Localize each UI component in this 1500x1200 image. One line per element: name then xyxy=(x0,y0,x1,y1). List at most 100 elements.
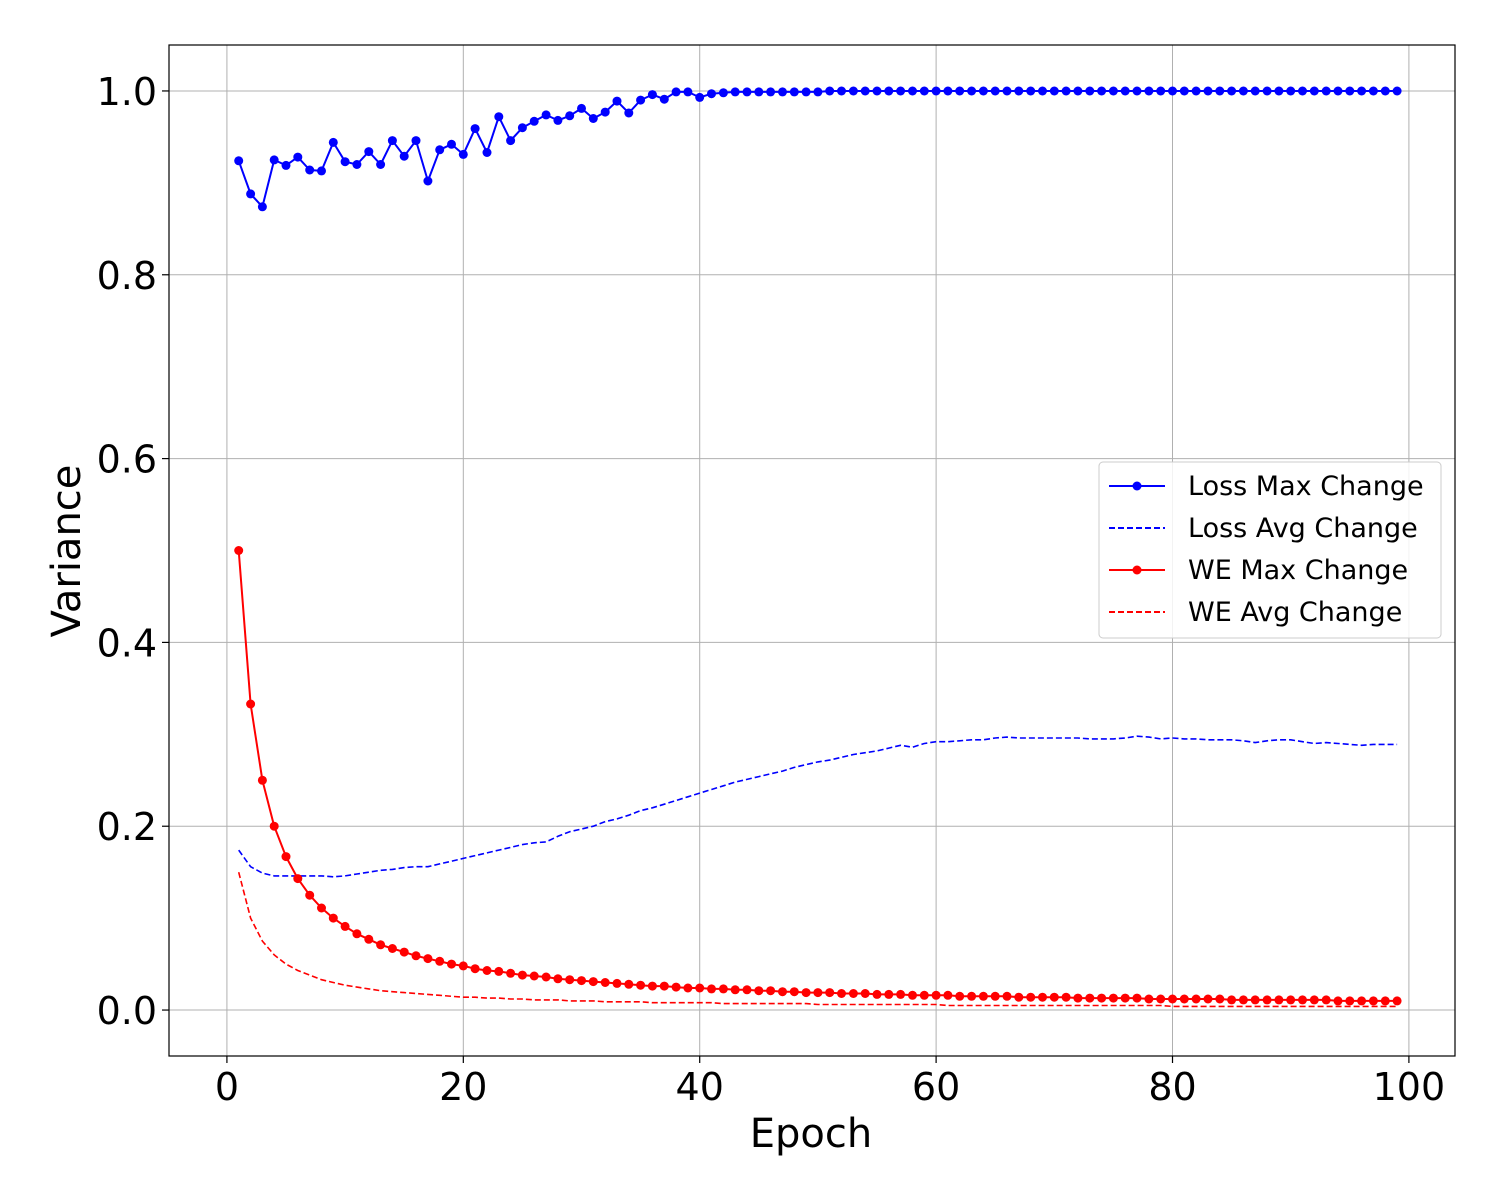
data-point xyxy=(955,86,965,96)
legend-marker xyxy=(1132,481,1142,491)
data-point xyxy=(978,86,988,96)
data-point xyxy=(376,160,386,169)
data-point xyxy=(1085,993,1095,1003)
series-line-we-avg-change xyxy=(237,871,1398,1008)
data-point xyxy=(872,86,882,96)
data-point xyxy=(517,123,527,133)
legend-marker xyxy=(1132,565,1142,575)
data-point xyxy=(482,148,492,157)
data-point xyxy=(1014,992,1024,1002)
data-point xyxy=(1156,994,1166,1004)
data-point xyxy=(423,176,433,186)
data-point xyxy=(269,155,279,165)
data-point xyxy=(1191,994,1201,1004)
data-point xyxy=(1274,995,1284,1005)
data-point xyxy=(919,990,929,1000)
data-point xyxy=(825,86,835,96)
legend-label: WE Max Change xyxy=(1188,555,1408,586)
data-point xyxy=(458,149,468,159)
data-point xyxy=(541,110,551,120)
data-point xyxy=(884,989,894,999)
data-point xyxy=(281,160,291,170)
data-point xyxy=(269,821,279,831)
y-axis-ticks: 0.0 0.2 0.4 0.6 0.8 1.0 xyxy=(97,70,169,1033)
data-point xyxy=(328,137,338,147)
data-point xyxy=(1168,86,1177,96)
data-point xyxy=(1156,86,1166,96)
data-point xyxy=(1250,86,1260,96)
data-point xyxy=(766,87,776,97)
data-point xyxy=(352,929,362,939)
data-point xyxy=(482,966,492,975)
data-point xyxy=(305,165,315,175)
data-point xyxy=(766,986,776,996)
data-point xyxy=(1286,86,1296,96)
data-point xyxy=(896,86,906,96)
data-point xyxy=(470,964,480,974)
data-point xyxy=(340,157,350,167)
data-point xyxy=(967,86,977,96)
data-point xyxy=(1357,86,1367,96)
data-point xyxy=(860,86,870,96)
data-point xyxy=(293,874,303,884)
data-point xyxy=(1227,995,1237,1005)
series-we-avg-change xyxy=(237,871,1398,1008)
data-point xyxy=(612,978,622,988)
data-point xyxy=(813,87,823,97)
data-point xyxy=(1085,86,1095,96)
data-point xyxy=(931,990,941,1000)
data-point xyxy=(1120,86,1130,96)
data-point xyxy=(529,116,539,126)
data-point xyxy=(624,108,634,118)
data-point xyxy=(683,983,693,993)
data-point xyxy=(435,145,445,155)
data-point xyxy=(659,981,669,991)
data-point xyxy=(1144,994,1154,1004)
data-point xyxy=(506,968,516,978)
data-point xyxy=(647,981,657,991)
data-point xyxy=(577,976,586,986)
data-point xyxy=(565,111,575,121)
data-point xyxy=(1132,86,1142,96)
data-point xyxy=(494,966,504,976)
data-point xyxy=(1333,996,1343,1006)
data-point xyxy=(257,775,267,785)
x-tick-label: 60 xyxy=(912,1065,960,1109)
data-point xyxy=(411,951,421,961)
data-point xyxy=(517,970,527,980)
data-point xyxy=(848,86,858,96)
data-point xyxy=(943,86,953,96)
data-point xyxy=(671,87,681,97)
series-line-loss-max-change xyxy=(237,90,1398,208)
data-point xyxy=(317,903,326,913)
data-point xyxy=(1309,86,1319,96)
data-point xyxy=(1368,86,1378,96)
data-point xyxy=(754,87,764,97)
data-point xyxy=(801,87,811,97)
series-loss-avg-change xyxy=(238,735,1398,878)
data-point xyxy=(1321,86,1331,96)
data-point xyxy=(340,921,350,931)
legend-item: WE Max Change xyxy=(1109,555,1408,586)
data-point xyxy=(1061,992,1071,1002)
data-point xyxy=(399,947,409,957)
data-point xyxy=(423,954,433,964)
data-point xyxy=(1026,992,1036,1002)
data-point xyxy=(1049,992,1059,1002)
x-tick-label: 0 xyxy=(215,1065,239,1109)
data-point xyxy=(1073,86,1083,96)
data-point xyxy=(612,96,622,106)
plot-frame xyxy=(168,44,1456,1057)
data-point xyxy=(447,959,456,969)
data-point xyxy=(1345,996,1355,1006)
x-axis-label: Epoch xyxy=(750,1111,872,1157)
y-axis-label: Variance xyxy=(44,465,90,638)
series-line-loss-avg-change xyxy=(238,735,1398,878)
data-point xyxy=(600,107,610,117)
data-point xyxy=(1380,86,1390,96)
data-point xyxy=(1073,993,1083,1003)
data-point xyxy=(978,991,988,1001)
data-point xyxy=(1014,86,1024,96)
data-point xyxy=(730,985,740,995)
data-point xyxy=(1262,86,1272,96)
